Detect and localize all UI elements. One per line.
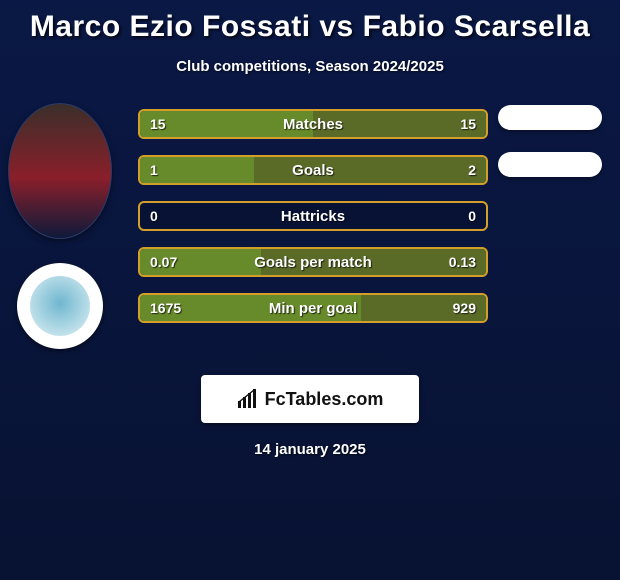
- stat-label: Min per goal: [140, 295, 486, 321]
- player-left-column: [0, 103, 120, 349]
- player-left-photo: [8, 103, 112, 239]
- stat-row: 1675929Min per goal: [138, 293, 488, 323]
- player-right-placeholder-pill: [498, 105, 602, 130]
- brand-text: FcTables.com: [265, 389, 384, 410]
- stat-row: 1515Matches: [138, 109, 488, 139]
- brand-badge: FcTables.com: [201, 375, 419, 423]
- chart-icon: [237, 389, 259, 409]
- subtitle: Club competitions, Season 2024/2025: [0, 58, 620, 75]
- comparison-panel: 1515Matches 12Goals 00Hattricks 0.070.13Goa…: [0, 103, 620, 363]
- stat-row: 00Hattricks: [138, 201, 488, 231]
- date-caption: 14 january 2025: [0, 441, 620, 458]
- player-right-placeholder-pill: [498, 152, 602, 177]
- stat-row: 12Goals: [138, 155, 488, 185]
- stat-row: 0.070.13Goals per match: [138, 247, 488, 277]
- stat-label: Hattricks: [140, 203, 486, 229]
- stat-label: Goals per match: [140, 249, 486, 275]
- stat-rows: 1515Matches 12Goals 00Hattricks 0.070.13Goa…: [138, 109, 488, 339]
- player-right-column: [490, 103, 620, 199]
- player-left-club-badge: [17, 263, 103, 349]
- page-title: Marco Ezio Fossati vs Fabio Scarsella: [0, 0, 620, 44]
- stat-label: Matches: [140, 111, 486, 137]
- stat-label: Goals: [140, 157, 486, 183]
